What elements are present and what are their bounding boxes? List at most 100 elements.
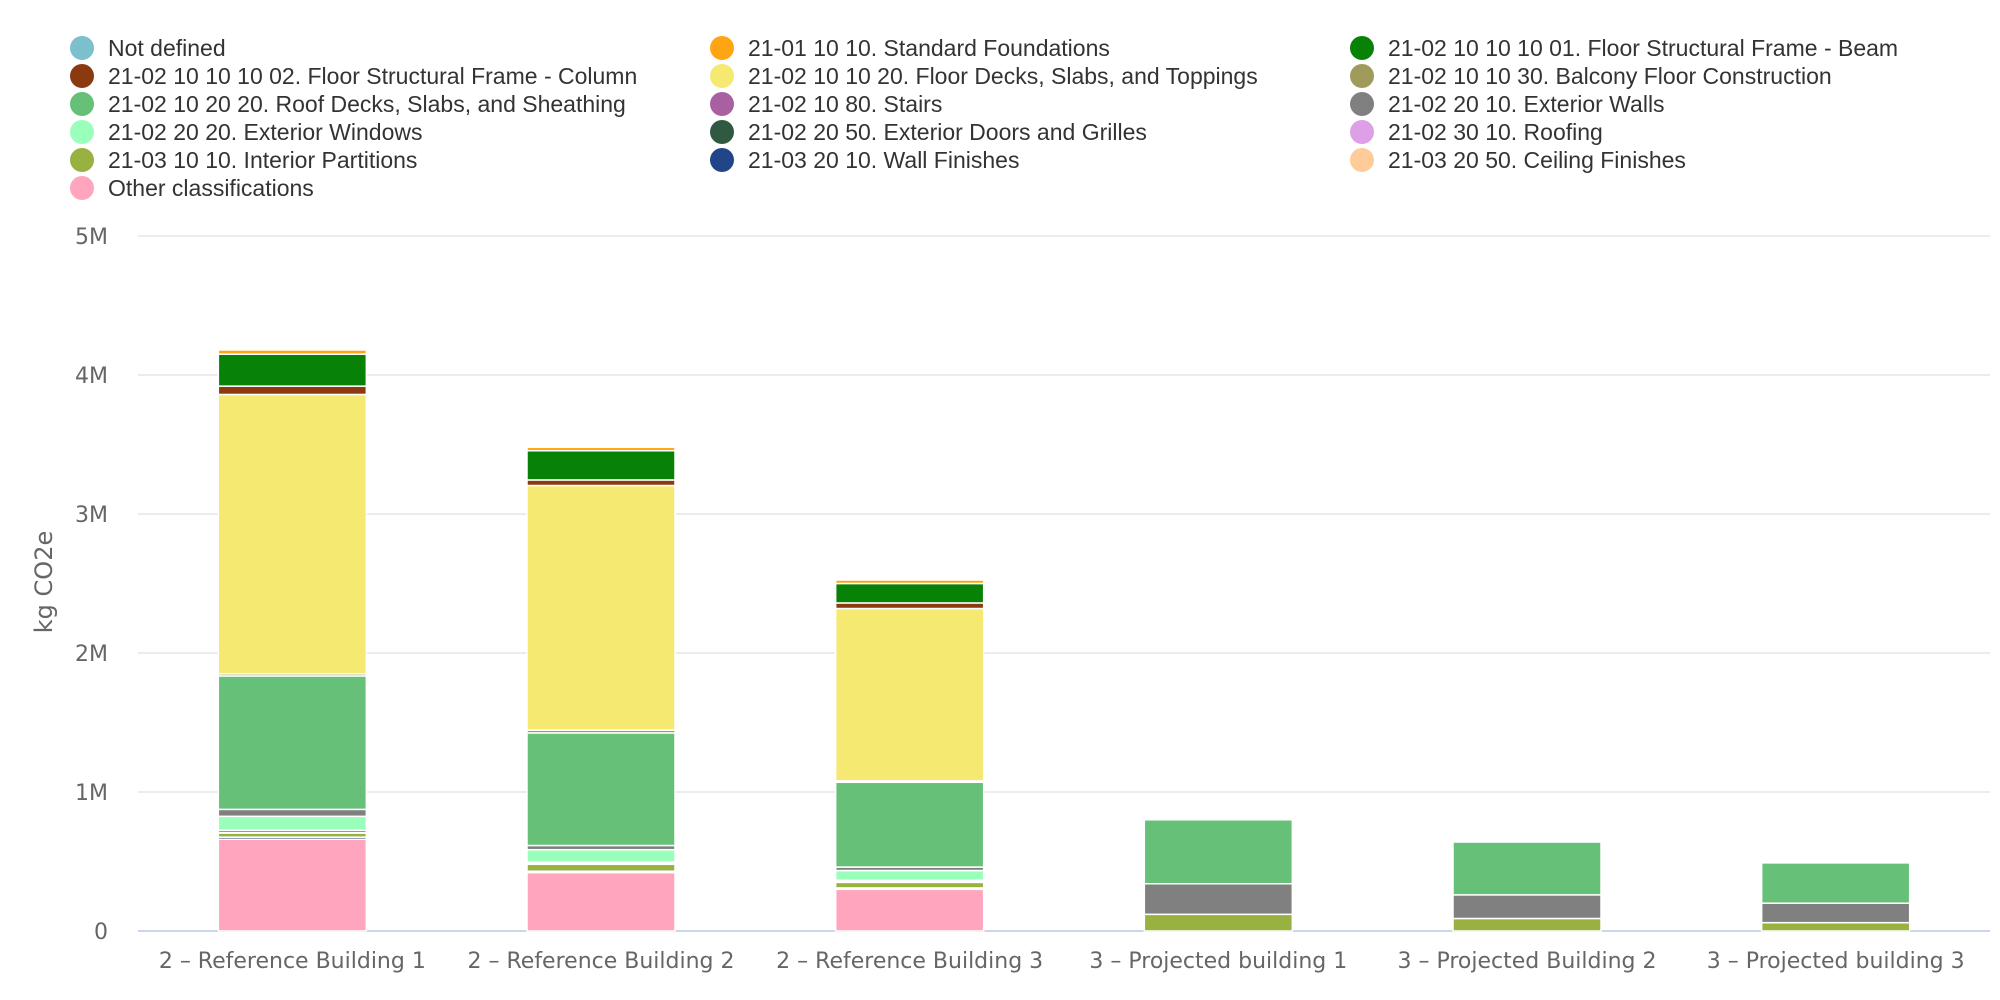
legend-swatch bbox=[710, 148, 734, 172]
x-tick-label: 2 – Reference Building 1 bbox=[159, 949, 426, 974]
legend-item[interactable]: 21-03 10 10. Interior Partitions bbox=[70, 146, 417, 174]
legend-item[interactable]: 21-02 10 10 10 01. Floor Structural Fram… bbox=[1350, 34, 1898, 62]
legend-label: 21-03 10 10. Interior Partitions bbox=[108, 146, 418, 173]
legend-label: 21-02 20 20. Exterior Windows bbox=[108, 118, 423, 145]
bar-stack[interactable] bbox=[1760, 862, 1911, 932]
legend-item[interactable]: 21-02 10 20 20. Roof Decks, Slabs, and S… bbox=[70, 90, 626, 118]
y-tick-label: 2M bbox=[75, 642, 108, 667]
bar-segment[interactable] bbox=[217, 815, 368, 831]
legend-swatch bbox=[70, 64, 94, 88]
bar-segment[interactable] bbox=[526, 732, 676, 847]
legend-label: 21-03 20 50. Ceiling Finishes bbox=[1388, 146, 1686, 173]
legend-label: 21-02 10 20 20. Roof Decks, Slabs, and S… bbox=[108, 90, 626, 117]
legend-swatch bbox=[70, 148, 94, 172]
legend-item[interactable]: Not defined bbox=[70, 34, 226, 62]
legend-label: 21-02 30 10. Roofing bbox=[1388, 118, 1603, 145]
legend-item[interactable]: 21-02 10 10 10 02. Floor Structural Fram… bbox=[70, 62, 637, 90]
legend-item[interactable]: 21-02 10 10 20. Floor Decks, Slabs, and … bbox=[710, 62, 1258, 90]
legend-swatch bbox=[1350, 92, 1374, 116]
legend-label: 21-02 20 10. Exterior Walls bbox=[1388, 90, 1665, 117]
axes: 0 1M 2M 3M 4M 5M 2 – Reference Building 1 2 – R… bbox=[75, 225, 1965, 974]
legend-label: 21-01 10 10. Standard Foundations bbox=[748, 34, 1110, 61]
x-tick-label: 3 – Projected building 1 bbox=[1089, 949, 1347, 974]
bar-segment[interactable] bbox=[217, 808, 368, 818]
legend-label: 21-02 10 10 10 02. Floor Structural Fram… bbox=[108, 62, 638, 89]
bar-segment[interactable] bbox=[1452, 894, 1602, 920]
legend-item[interactable]: 21-02 30 10. Roofing bbox=[1350, 118, 1603, 146]
legend-swatch bbox=[710, 92, 734, 116]
legend-item[interactable]: 21-02 20 20. Exterior Windows bbox=[70, 118, 423, 146]
bar-segment[interactable] bbox=[217, 838, 368, 932]
legend-label: 21-02 10 10 20. Floor Decks, Slabs, and … bbox=[748, 62, 1258, 89]
legend-swatch bbox=[70, 36, 94, 60]
bar-segment[interactable] bbox=[526, 484, 676, 731]
bar-segment[interactable] bbox=[526, 479, 676, 487]
x-tick-label: 2 – Reference Building 2 bbox=[468, 949, 735, 974]
bar-segment[interactable] bbox=[834, 579, 985, 585]
legend-item[interactable]: 21-03 20 50. Ceiling Finishes bbox=[1350, 146, 1686, 174]
bar-segment[interactable] bbox=[834, 888, 985, 932]
legend-item[interactable]: 21-03 20 10. Wall Finishes bbox=[710, 146, 1019, 174]
y-tick-label: 3M bbox=[75, 503, 108, 528]
y-axis-title: kg CO2e bbox=[30, 531, 58, 633]
grid-lines bbox=[138, 235, 1990, 932]
bar-segment[interactable] bbox=[1760, 902, 1911, 924]
chart-legend: Not defined 21-01 10 10. Standard Foundat… bbox=[70, 34, 1970, 204]
bar-segment[interactable] bbox=[217, 675, 368, 811]
bar-segment[interactable] bbox=[217, 393, 368, 675]
legend-swatch bbox=[710, 36, 734, 60]
x-tick-label: 3 – Projected Building 2 bbox=[1398, 949, 1657, 974]
bar-segment[interactable] bbox=[526, 450, 676, 481]
bar-segment[interactable] bbox=[217, 349, 368, 355]
x-tick-label: 3 – Projected building 3 bbox=[1707, 949, 1965, 974]
legend-item[interactable]: 21-01 10 10. Standard Foundations bbox=[710, 34, 1110, 62]
bar-segment[interactable] bbox=[1143, 913, 1294, 932]
bar-segment[interactable] bbox=[526, 848, 676, 863]
bar-stack[interactable] bbox=[217, 349, 368, 932]
legend-label: Not defined bbox=[108, 34, 226, 61]
legend-label: 21-02 20 50. Exterior Doors and Grilles bbox=[748, 118, 1147, 145]
bar-stack[interactable] bbox=[526, 446, 676, 932]
bar-segment[interactable] bbox=[834, 881, 985, 889]
y-tick-label: 4M bbox=[75, 364, 108, 389]
bar-segment[interactable] bbox=[217, 385, 368, 396]
bar-segment[interactable] bbox=[1760, 921, 1911, 932]
bar-stack[interactable] bbox=[1143, 819, 1294, 932]
bar-segment[interactable] bbox=[526, 446, 676, 452]
legend-swatch bbox=[1350, 64, 1374, 88]
bar-stack[interactable] bbox=[834, 579, 985, 932]
legend-swatch bbox=[1350, 36, 1374, 60]
bar-segment[interactable] bbox=[217, 353, 368, 387]
legend-swatch bbox=[70, 92, 94, 116]
bar-segment[interactable] bbox=[1452, 917, 1602, 932]
legend-swatch bbox=[710, 120, 734, 144]
bar-segment[interactable] bbox=[834, 602, 985, 610]
y-tick-label: 0 bbox=[94, 920, 108, 945]
y-tick-label: 5M bbox=[75, 225, 108, 250]
legend-label: 21-02 10 80. Stairs bbox=[748, 90, 943, 117]
legend-item[interactable]: Other classifications bbox=[70, 174, 314, 202]
legend-swatch bbox=[1350, 120, 1374, 144]
legend-item[interactable]: 21-02 10 80. Stairs bbox=[710, 90, 942, 118]
bar-stack[interactable] bbox=[1452, 841, 1602, 932]
bar-segment[interactable] bbox=[834, 781, 985, 868]
bar-segment[interactable] bbox=[834, 607, 985, 782]
bar-segment[interactable] bbox=[526, 863, 676, 872]
legend-item[interactable]: 21-02 20 50. Exterior Doors and Grilles bbox=[710, 118, 1147, 146]
x-tick-label: 2 – Reference Building 3 bbox=[776, 949, 1043, 974]
bar-segment[interactable] bbox=[1143, 819, 1294, 885]
legend-swatch bbox=[70, 120, 94, 144]
legend-item[interactable]: 21-02 10 10 30. Balcony Floor Constructi… bbox=[1350, 62, 1832, 90]
bar-segment[interactable] bbox=[1760, 862, 1911, 904]
legend-label: Other classifications bbox=[108, 174, 314, 201]
bar-segment[interactable] bbox=[1452, 841, 1602, 896]
bars bbox=[217, 349, 1911, 932]
legend-label: 21-03 20 10. Wall Finishes bbox=[748, 146, 1020, 173]
bar-segment[interactable] bbox=[834, 582, 985, 604]
bar-segment[interactable] bbox=[526, 871, 676, 932]
bar-segment[interactable] bbox=[834, 869, 985, 882]
legend-item[interactable]: 21-02 20 10. Exterior Walls bbox=[1350, 90, 1665, 118]
bar-segment[interactable] bbox=[1143, 882, 1294, 916]
legend-label: 21-02 10 10 30. Balcony Floor Constructi… bbox=[1388, 62, 1832, 89]
